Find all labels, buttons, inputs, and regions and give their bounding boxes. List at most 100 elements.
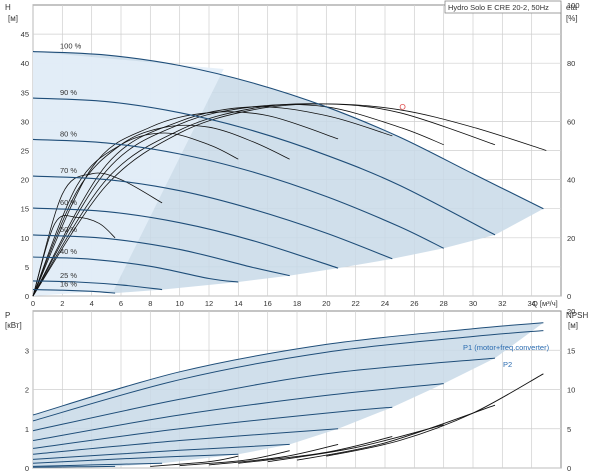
npsh-curve [296, 404, 496, 461]
head-curve [32, 97, 496, 236]
x-axis-label: Q [м³/ч] [532, 299, 558, 308]
y-left-tick-label: 45 [21, 30, 29, 39]
head-curve [32, 138, 444, 249]
npsh-curve [326, 373, 544, 457]
x-tick-label: 24 [381, 299, 389, 308]
x-tick-label: 34 [527, 299, 535, 308]
y-left-tick-label: 20 [21, 176, 29, 185]
y-right-tick-label: 80 [567, 59, 575, 68]
power-range-fill [33, 322, 544, 468]
x-tick-label: 10 [175, 299, 183, 308]
bottom-y-right-tick-label: 0 [567, 464, 571, 473]
speed-curve-label: 16 % [60, 280, 77, 289]
power-curve [32, 322, 544, 416]
operating-range-light [33, 51, 224, 296]
power-curve [32, 330, 544, 422]
y-left-tick-label: 0 [25, 292, 29, 301]
x-tick-label: 4 [90, 299, 94, 308]
y-left-tick-label: 10 [21, 234, 29, 243]
efficiency-curve [32, 172, 163, 297]
bottom-y-left-tick-label: 2 [25, 386, 29, 395]
head-curve [32, 175, 393, 260]
efficiency-curve [32, 104, 444, 297]
y-right-tick-label: 40 [567, 176, 575, 185]
head-curve [32, 234, 290, 277]
power-npsh-panel: P [кВт] NPSH [м] 0 1 2 3 0 5 10 15 20 P1 (motor+f… [5, 307, 588, 473]
speed-curve-label: 40 % [60, 247, 77, 256]
x-tick-label: 14 [234, 299, 242, 308]
head-curve [32, 51, 544, 210]
npsh-curve [238, 436, 393, 464]
y-right-tick-label: 20 [567, 234, 575, 243]
npsh-curve [179, 450, 290, 467]
y-left-tick-label: 15 [21, 205, 29, 214]
power-curve [32, 465, 116, 468]
npsh-curve [267, 424, 444, 463]
efficiency-curve [32, 103, 496, 297]
head-curve [32, 289, 116, 294]
power-curve [32, 443, 290, 460]
bottom-y-left-tick-label: 0 [25, 464, 29, 473]
legend-p1: P1 (motor+freq.converter) [463, 343, 550, 352]
bottom-y-left-unit: [кВт] [5, 321, 22, 330]
x-tick-label: 0 [31, 299, 35, 308]
y-left-tick-label: 40 [21, 59, 29, 68]
x-tick-label: 12 [205, 299, 213, 308]
speed-curve-label: 60 % [60, 198, 77, 207]
efficiency-curve [32, 111, 339, 297]
bottom-y-right-unit: [м] [568, 321, 578, 330]
npsh-curve [208, 443, 339, 466]
top-y-left-unit: [м] [8, 14, 18, 23]
y-right-tick-label: 0 [567, 292, 571, 301]
speed-curve-label: 80 % [60, 129, 77, 138]
bottom-y-right-tick-label: 20 [567, 307, 575, 316]
x-tick-label: 32 [498, 299, 506, 308]
x-tick-label: 30 [469, 299, 477, 308]
x-tick-label: 6 [119, 299, 123, 308]
efficiency-curve [32, 215, 116, 297]
speed-curve-label: 70 % [60, 166, 77, 175]
y-right-tick-label: 60 [567, 117, 575, 126]
power-curve [32, 428, 339, 455]
y-left-tick-label: 30 [21, 117, 29, 126]
x-tick-label: 20 [322, 299, 330, 308]
speed-curve-label: 100 % [60, 42, 82, 51]
y-left-tick-label: 5 [25, 263, 29, 272]
x-tick-label: 18 [293, 299, 301, 308]
top-y-right-unit: [%] [566, 14, 578, 23]
efficiency-curve [32, 124, 290, 297]
y-right-tick-label: 100 [567, 1, 580, 10]
x-tick-label: 2 [60, 299, 64, 308]
bottom-y-left-tick-label: 1 [25, 425, 29, 434]
x-tick-label: 22 [351, 299, 359, 308]
duty-point-marker [399, 103, 406, 110]
speed-curve-label: 50 % [60, 225, 77, 234]
y-left-tick-label: 35 [21, 88, 29, 97]
x-tick-label: 8 [148, 299, 152, 308]
power-curve [32, 453, 239, 464]
chart-title-box [444, 0, 562, 14]
bottom-y-right-tick-label: 5 [567, 425, 571, 434]
bottom-y-right-symbol: NPSH [566, 311, 588, 320]
y-left-tick-label: 25 [21, 147, 29, 156]
top-y-left-symbol: H [5, 3, 11, 12]
bottom-y-right-tick-label: 10 [567, 386, 575, 395]
x-tick-label: 28 [439, 299, 447, 308]
head-curve [32, 207, 339, 269]
bottom-y-right-tick-label: 15 [567, 346, 575, 355]
head-efficiency-panel: H [м] eta [%] Q [м³/ч] 100 % 90 % 80 % 70 %… [5, 0, 580, 308]
efficiency-curve [32, 103, 547, 297]
speed-curve-label: 90 % [60, 88, 77, 97]
head-curve [32, 280, 163, 291]
bottom-y-left-tick-label: 3 [25, 346, 29, 355]
speed-curve-label: 25 % [60, 271, 77, 280]
power-curve [32, 406, 393, 449]
bottom-y-left-symbol: P [5, 311, 10, 320]
legend-p2: P2 [503, 360, 512, 369]
x-tick-label: 16 [263, 299, 271, 308]
top-y-right-symbol: eta [566, 3, 578, 12]
power-curve [32, 383, 444, 441]
head-curve [32, 256, 239, 283]
chart-title: Hydro Solo E CRE 20-2, 50Hz [448, 3, 549, 12]
